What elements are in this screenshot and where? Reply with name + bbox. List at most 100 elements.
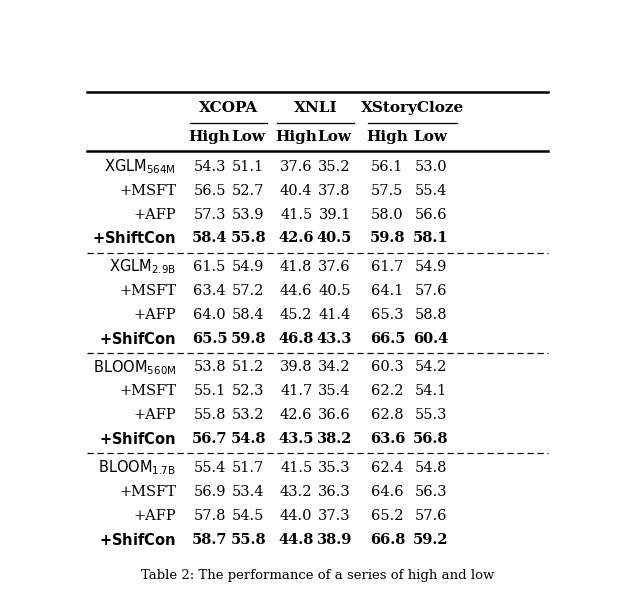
Text: 37.3: 37.3	[318, 509, 351, 523]
Text: 38.2: 38.2	[317, 432, 352, 446]
Text: +MSFT: +MSFT	[119, 385, 176, 398]
Text: 44.6: 44.6	[280, 284, 312, 298]
Text: 56.7: 56.7	[192, 432, 228, 446]
Text: 66.5: 66.5	[370, 332, 405, 346]
Text: 40.4: 40.4	[280, 184, 312, 197]
Text: 42.6: 42.6	[280, 408, 312, 422]
Text: 54.9: 54.9	[415, 260, 447, 274]
Text: $\mathbf{+}\mathit{\mathbf{ShifCon}}$: $\mathbf{+}\mathit{\mathbf{ShifCon}}$	[99, 532, 176, 548]
Text: 64.1: 64.1	[371, 284, 404, 298]
Text: 60.4: 60.4	[413, 332, 448, 346]
Text: 55.3: 55.3	[414, 408, 447, 422]
Text: 51.2: 51.2	[232, 361, 264, 374]
Text: 66.8: 66.8	[370, 533, 405, 547]
Text: 54.1: 54.1	[415, 385, 447, 398]
Text: 46.8: 46.8	[278, 332, 314, 346]
Text: 56.3: 56.3	[414, 485, 447, 499]
Text: $\mathbf{+}\mathit{\mathbf{ShiftCon}}$: $\mathbf{+}\mathit{\mathbf{ShiftCon}}$	[92, 230, 176, 246]
Text: 37.6: 37.6	[280, 160, 312, 173]
Text: $\mathrm{BLOOM}_{\mathrm{560M}}$: $\mathrm{BLOOM}_{\mathrm{560M}}$	[92, 358, 176, 377]
Text: Low: Low	[317, 130, 352, 144]
Text: 62.8: 62.8	[371, 408, 404, 422]
Text: 40.5: 40.5	[318, 284, 351, 298]
Text: 52.3: 52.3	[232, 385, 264, 398]
Text: 61.5: 61.5	[193, 260, 226, 274]
Text: 56.5: 56.5	[193, 184, 226, 197]
Text: 37.6: 37.6	[318, 260, 351, 274]
Text: 57.6: 57.6	[414, 284, 447, 298]
Text: 41.7: 41.7	[280, 385, 312, 398]
Text: 35.2: 35.2	[318, 160, 351, 173]
Text: 36.3: 36.3	[318, 485, 351, 499]
Text: XStoryCloze: XStoryCloze	[361, 101, 464, 115]
Text: 43.5: 43.5	[278, 432, 314, 446]
Text: 41.4: 41.4	[319, 308, 351, 322]
Text: $\mathrm{XGLM}_{\mathrm{564M}}$: $\mathrm{XGLM}_{\mathrm{564M}}$	[104, 157, 176, 176]
Text: +MSFT: +MSFT	[119, 485, 176, 499]
Text: 58.1: 58.1	[413, 231, 448, 245]
Text: 64.0: 64.0	[193, 308, 226, 322]
Text: 35.3: 35.3	[318, 460, 351, 475]
Text: Low: Low	[414, 130, 448, 144]
Text: 54.3: 54.3	[193, 160, 226, 173]
Text: 57.6: 57.6	[414, 509, 447, 523]
Text: 65.3: 65.3	[371, 308, 404, 322]
Text: 64.6: 64.6	[371, 485, 404, 499]
Text: $\mathbf{+}\mathit{\mathbf{ShifCon}}$: $\mathbf{+}\mathit{\mathbf{ShifCon}}$	[99, 331, 176, 347]
Text: 45.2: 45.2	[280, 308, 312, 322]
Text: 58.4: 58.4	[192, 231, 228, 245]
Text: 52.7: 52.7	[232, 184, 264, 197]
Text: 41.5: 41.5	[280, 208, 312, 221]
Text: 62.2: 62.2	[371, 385, 404, 398]
Text: 40.5: 40.5	[317, 231, 352, 245]
Text: 53.0: 53.0	[414, 160, 447, 173]
Text: $\mathbf{+}\mathit{\mathbf{ShifCon}}$: $\mathbf{+}\mathit{\mathbf{ShifCon}}$	[99, 431, 176, 447]
Text: 56.8: 56.8	[413, 432, 448, 446]
Text: 53.8: 53.8	[193, 361, 226, 374]
Text: 39.8: 39.8	[280, 361, 312, 374]
Text: 56.9: 56.9	[193, 485, 226, 499]
Text: 43.3: 43.3	[317, 332, 352, 346]
Text: 59.2: 59.2	[413, 533, 448, 547]
Text: 53.9: 53.9	[232, 208, 264, 221]
Text: $\mathrm{BLOOM}_{\mathrm{1.7B}}$: $\mathrm{BLOOM}_{\mathrm{1.7B}}$	[98, 459, 176, 477]
Text: +AFP: +AFP	[133, 408, 176, 422]
Text: 55.4: 55.4	[193, 460, 226, 475]
Text: +MSFT: +MSFT	[119, 184, 176, 197]
Text: 57.3: 57.3	[193, 208, 226, 221]
Text: 58.8: 58.8	[414, 308, 447, 322]
Text: 55.8: 55.8	[230, 231, 266, 245]
Text: High: High	[188, 130, 231, 144]
Text: 36.6: 36.6	[318, 408, 351, 422]
Text: 44.8: 44.8	[278, 533, 314, 547]
Text: 55.8: 55.8	[230, 533, 266, 547]
Text: 54.9: 54.9	[232, 260, 264, 274]
Text: 62.4: 62.4	[371, 460, 404, 475]
Text: 44.0: 44.0	[280, 509, 312, 523]
Text: 54.2: 54.2	[415, 361, 447, 374]
Text: XNLI: XNLI	[293, 101, 337, 115]
Text: 37.8: 37.8	[318, 184, 351, 197]
Text: 53.4: 53.4	[232, 485, 264, 499]
Text: 55.8: 55.8	[193, 408, 226, 422]
Text: +MSFT: +MSFT	[119, 284, 176, 298]
Text: 53.2: 53.2	[232, 408, 264, 422]
Text: 38.9: 38.9	[317, 533, 352, 547]
Text: +AFP: +AFP	[133, 208, 176, 221]
Text: Low: Low	[231, 130, 265, 144]
Text: 63.4: 63.4	[193, 284, 226, 298]
Text: 35.4: 35.4	[318, 385, 351, 398]
Text: 39.1: 39.1	[319, 208, 351, 221]
Text: 57.2: 57.2	[232, 284, 264, 298]
Text: 41.8: 41.8	[280, 260, 312, 274]
Text: Table 2: The performance of a series of high and low: Table 2: The performance of a series of …	[141, 569, 494, 582]
Text: 60.3: 60.3	[371, 361, 404, 374]
Text: 58.0: 58.0	[371, 208, 404, 221]
Text: 54.5: 54.5	[232, 509, 264, 523]
Text: 55.1: 55.1	[193, 385, 226, 398]
Text: 42.6: 42.6	[278, 231, 314, 245]
Text: High: High	[366, 130, 409, 144]
Text: $\mathrm{XGLM}_{\mathrm{2.9B}}$: $\mathrm{XGLM}_{\mathrm{2.9B}}$	[109, 258, 176, 276]
Text: 61.7: 61.7	[371, 260, 404, 274]
Text: 55.4: 55.4	[415, 184, 447, 197]
